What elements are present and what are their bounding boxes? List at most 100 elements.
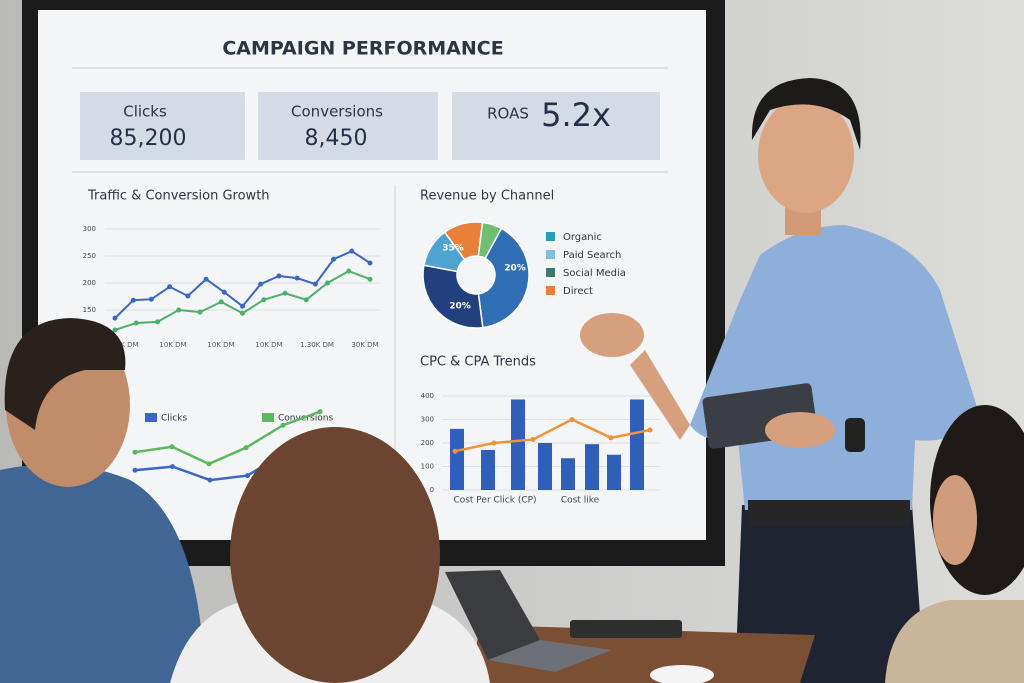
x-tick-label: Cost Per Click (CP) <box>453 496 536 506</box>
legend-label: Direct <box>563 286 593 297</box>
data-point <box>170 464 175 470</box>
data-point <box>203 276 209 282</box>
audience-face <box>933 475 977 565</box>
data-point <box>282 290 288 296</box>
face <box>758 97 854 213</box>
arm <box>630 350 690 440</box>
y-tick-label: 300 <box>421 415 434 423</box>
data-point <box>130 297 136 303</box>
audience-hair <box>4 318 126 430</box>
bar <box>538 442 552 490</box>
data-point <box>155 319 160 325</box>
data-point <box>132 449 138 455</box>
audience-shirt <box>885 600 1024 683</box>
x-tick-label: 10K DM <box>207 341 234 349</box>
hand <box>580 313 644 357</box>
data-point <box>167 284 173 290</box>
kpi-value: 5.2x <box>541 96 611 134</box>
x-tick-label: Cost like <box>561 496 600 506</box>
data-point <box>346 268 352 274</box>
kpi-label: Conversions <box>291 103 383 121</box>
data-point <box>530 436 536 442</box>
screen-title: CAMPAIGN PERFORMANCE <box>222 38 503 60</box>
y-tick-label: 400 <box>421 392 434 400</box>
data-point <box>206 461 212 467</box>
chart-title: Traffic & Conversion Growth <box>87 189 270 204</box>
data-point <box>312 281 318 287</box>
bar <box>481 450 495 490</box>
y-tick-label: 150 <box>83 306 96 314</box>
pie-slice <box>477 227 530 329</box>
data-point <box>218 299 224 305</box>
data-point <box>112 315 118 321</box>
legend-label: Social Media <box>563 268 626 279</box>
data-line <box>454 418 651 453</box>
kpi-value: 85,200 <box>110 126 187 151</box>
pie-slice <box>477 221 503 260</box>
data-point <box>452 448 458 454</box>
legend-swatch <box>262 413 274 422</box>
data-point <box>148 296 154 302</box>
x-tick-label: 10K DM <box>159 341 186 349</box>
chart-title: Revenue by Channel <box>420 189 554 204</box>
data-point <box>280 422 286 428</box>
slice-label: 20% <box>504 264 526 274</box>
data-point <box>132 467 138 473</box>
legend-label: Paid Search <box>563 250 621 261</box>
bar <box>561 458 575 490</box>
kpi-card <box>80 92 245 160</box>
y-tick-label: 200 <box>83 279 96 287</box>
data-point <box>331 256 337 262</box>
data-point <box>185 293 191 299</box>
data-point <box>176 307 182 313</box>
belt <box>748 500 910 526</box>
data-point <box>258 281 264 287</box>
y-tick-label: 200 <box>421 439 434 447</box>
legend-swatch <box>546 268 555 277</box>
data-point <box>303 297 309 303</box>
y-tick-label: 300 <box>83 225 96 233</box>
laptop-screen <box>445 570 540 660</box>
cup <box>650 665 714 683</box>
chart-title: CPC & CPA Trends <box>420 355 536 370</box>
x-tick-label: 10K DM <box>111 341 138 349</box>
bar <box>450 428 464 490</box>
data-point <box>608 435 614 441</box>
data-point <box>133 320 139 326</box>
kpi-label: Clicks <box>123 103 167 121</box>
bar <box>585 444 599 490</box>
bar <box>607 454 621 490</box>
kpi-value: 8,450 <box>305 126 368 151</box>
y-tick-label: 0 <box>430 486 434 494</box>
x-tick-label: 1.30K DM <box>300 341 334 349</box>
y-tick-label: 100 <box>421 462 434 470</box>
hair <box>751 78 861 150</box>
legend-swatch <box>145 413 157 422</box>
x-tick-label: 10K DM <box>255 341 282 349</box>
kpi-card <box>452 92 660 160</box>
pie-slice <box>443 221 484 261</box>
legend-swatch <box>546 250 555 259</box>
data-point <box>207 477 213 483</box>
data-point <box>491 440 497 446</box>
laptop-base <box>488 640 612 672</box>
data-point <box>221 289 227 295</box>
legend-label: Conversions <box>278 414 333 424</box>
data-point <box>569 416 575 422</box>
data-point <box>367 260 373 266</box>
bar <box>511 399 525 490</box>
kpi-card <box>258 92 438 160</box>
data-point <box>261 297 267 303</box>
data-line <box>134 410 321 466</box>
data-point <box>243 445 249 451</box>
data-point <box>294 275 300 281</box>
data-point <box>245 473 250 479</box>
kpi-label: ROAS <box>487 105 529 123</box>
data-point <box>112 327 118 333</box>
legend-label: Organic <box>563 232 602 243</box>
notebook <box>570 620 682 638</box>
people <box>0 78 1024 683</box>
y-tick-label: 250 <box>83 252 96 260</box>
